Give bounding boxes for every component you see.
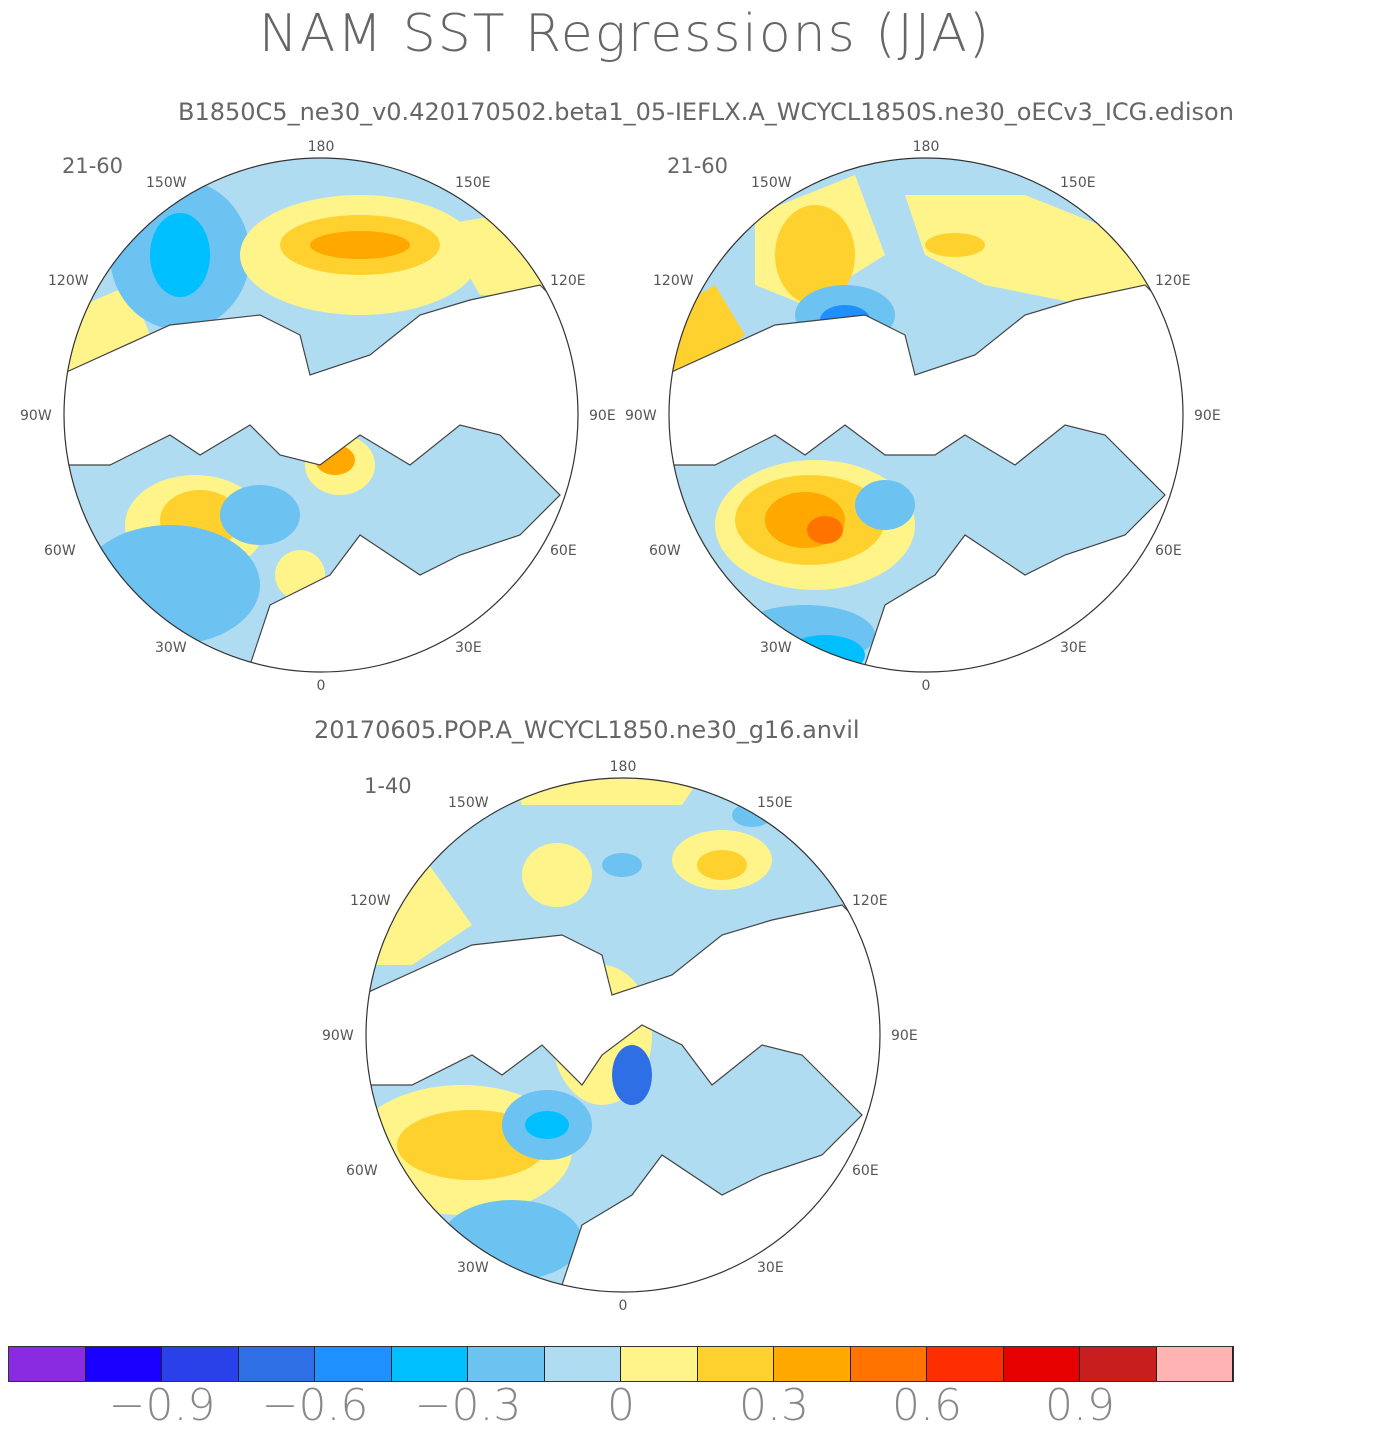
map-panel-1: 21-60 180 150W 150E 120W 120E 90W 90E 60… <box>20 139 616 694</box>
lon-label: 60W <box>649 543 681 559</box>
colorbar-swatch <box>1156 1347 1233 1381</box>
colorbar-tick-label: 0.6 <box>892 1380 962 1431</box>
lon-label: 60E <box>1155 543 1182 559</box>
period-label: 21-60 <box>667 154 728 178</box>
run-title-1: B1850C5_ne30_v0.420170502.beta1_05-IEFLX… <box>178 98 1234 126</box>
lon-label: 90E <box>589 408 616 424</box>
colorbar-swatch <box>927 1347 1004 1381</box>
lon-label: 90E <box>1194 408 1221 424</box>
lon-label: 60E <box>852 1163 879 1179</box>
lon-label: 90W <box>322 1028 354 1044</box>
colorbar-swatch <box>9 1347 86 1381</box>
lon-label: 150E <box>455 175 491 191</box>
lon-label: 90W <box>20 408 52 424</box>
colorbar-swatch <box>391 1347 468 1381</box>
colorbar-swatch <box>774 1347 851 1381</box>
page-title: NAM SST Regressions (JJA) <box>258 4 992 64</box>
lon-label: 120W <box>653 273 694 289</box>
lon-label: 180 <box>308 139 335 155</box>
colorbar-swatch <box>468 1347 545 1381</box>
lon-label: 0 <box>317 678 326 694</box>
colorbar-tick-label: −0.6 <box>261 1380 369 1431</box>
colorbar-swatch <box>238 1347 315 1381</box>
lon-label: 120W <box>48 273 89 289</box>
lon-label: 30W <box>760 640 792 656</box>
sst-field <box>669 158 1183 672</box>
run-title-2: 20170605.POP.A_WCYCL1850.ne30_g16.anvil <box>314 716 860 744</box>
colorbar-swatch <box>85 1347 162 1381</box>
colorbar-swatch <box>697 1347 774 1381</box>
lon-label: 30E <box>1060 640 1087 656</box>
colorbar-swatch <box>162 1347 239 1381</box>
colorbar-tick-label: 0.9 <box>1045 1380 1115 1431</box>
lon-label: 0 <box>922 678 931 694</box>
colorbar-swatch <box>544 1347 621 1381</box>
colorbar-swatch <box>621 1347 698 1381</box>
lon-label: 60E <box>550 543 577 559</box>
colorbar-tick-label: −0.9 <box>108 1380 216 1431</box>
lon-label: 120E <box>1155 273 1191 289</box>
sst-field <box>366 778 880 1292</box>
lon-label: 120W <box>350 893 391 909</box>
lon-label: 120E <box>550 273 586 289</box>
lon-label: 30E <box>455 640 482 656</box>
lon-label: 60W <box>44 543 76 559</box>
lon-label: 90W <box>625 408 657 424</box>
lon-label: 30E <box>757 1260 784 1276</box>
period-label: 21-60 <box>62 154 123 178</box>
sst-field <box>64 158 578 672</box>
colorbar-tick-label: 0 <box>607 1380 635 1431</box>
lon-label: 30W <box>155 640 187 656</box>
lon-label: 150E <box>757 795 793 811</box>
lon-label: 180 <box>610 759 637 775</box>
lon-label: 150W <box>751 175 792 191</box>
lon-label: 150W <box>448 795 489 811</box>
map-panel-2: 21-60 180 150W 150E 120W 120E 90W 90E 60… <box>625 139 1221 694</box>
map-panel-3: 1-40 180 150W 150E 120W 120E 90W 90E 60W… <box>322 759 918 1314</box>
lon-label: 120E <box>852 893 888 909</box>
lon-label: 30W <box>457 1260 489 1276</box>
lon-label: 0 <box>619 1298 628 1314</box>
colorbar-swatch <box>850 1347 927 1381</box>
colorbar-swatch <box>1003 1347 1080 1381</box>
colorbar-swatch <box>1080 1347 1157 1381</box>
period-label: 1-40 <box>364 774 412 798</box>
lon-label: 90E <box>891 1028 918 1044</box>
colorbar-tick-label: 0.3 <box>739 1380 809 1431</box>
lon-label: 60W <box>346 1163 378 1179</box>
lon-label: 150E <box>1060 175 1096 191</box>
colorbar <box>8 1346 1234 1382</box>
lon-label: 150W <box>146 175 187 191</box>
colorbar-tick-label: −0.3 <box>414 1380 522 1431</box>
lon-label: 180 <box>913 139 940 155</box>
colorbar-swatch <box>315 1347 392 1381</box>
